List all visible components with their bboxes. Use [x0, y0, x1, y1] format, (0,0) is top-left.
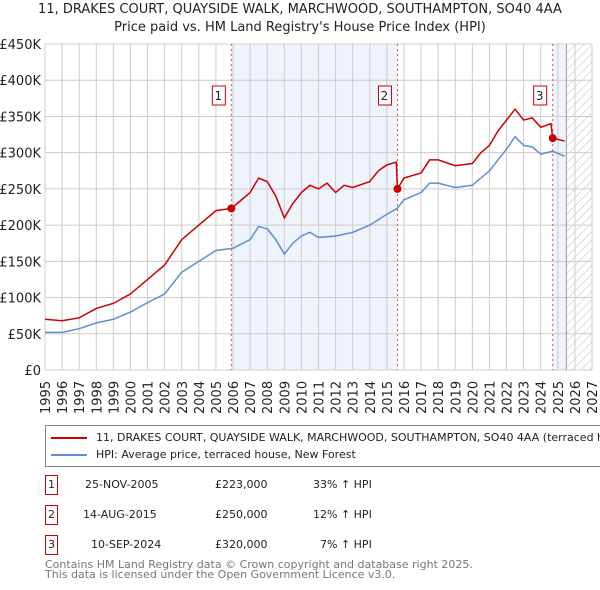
legend-item-property: 11, DRAKES COURT, QUAYSIDE WALK, MARCHWO…	[51, 431, 600, 444]
sale-hpi-diff: 7% ↑ HPI	[320, 538, 372, 551]
legend: 11, DRAKES COURT, QUAYSIDE WALK, MARCHWO…	[45, 425, 600, 467]
sale-label-box	[533, 85, 548, 106]
x-tick-label: 2014	[364, 381, 379, 414]
x-tick-label: 2016	[398, 381, 413, 414]
x-tick-label: 2011	[313, 381, 328, 414]
sale-hpi-diff: 12% ↑ HPI	[313, 508, 372, 521]
y-tick-label: £50K	[8, 328, 42, 343]
x-tick-label: 1995	[39, 381, 54, 414]
x-tick-label: 1999	[107, 381, 122, 414]
sale-point	[548, 134, 557, 143]
y-tick-label: £0	[24, 364, 41, 379]
x-tick-label: 2017	[415, 381, 430, 414]
legend-label: HPI: Average price, terraced house, New …	[96, 448, 356, 461]
sale-number: 3	[45, 535, 58, 555]
x-tick-label: 1997	[73, 381, 88, 414]
x-tick-label: 2000	[124, 381, 139, 414]
x-tick-label: 1998	[90, 381, 105, 414]
property-price-line	[44, 107, 565, 322]
legend-item-hpi: HPI: Average price, terraced house, New …	[51, 448, 356, 461]
x-tick-label: 2021	[483, 381, 498, 414]
sale-label: 2	[381, 89, 389, 103]
y-tick-label: £200K	[0, 219, 41, 234]
x-tick-label: 2023	[518, 381, 533, 414]
x-tick-label: 2003	[176, 381, 191, 414]
x-tick-label: 2006	[227, 381, 242, 414]
x-tick-label: 2001	[142, 381, 157, 414]
price-chart: £0 £50K £100K £150K £200K £250K £300K £350K £400…	[0, 38, 600, 414]
y-tick-label: £400K	[0, 74, 41, 89]
legend-label: 11, DRAKES COURT, QUAYSIDE WALK, MARCHWO…	[96, 431, 600, 444]
sale-label-box	[377, 85, 392, 106]
x-tick-label: 2024	[535, 381, 550, 414]
sale-date: 14-AUG-2015	[83, 508, 157, 521]
x-tick-label: 2002	[159, 381, 174, 414]
y-tick-label: £250K	[0, 183, 41, 198]
x-tick-label: 2007	[244, 381, 259, 414]
x-tick-label: 2026	[569, 381, 584, 414]
shaded-ownership-period	[552, 44, 567, 370]
sale-number: 2	[45, 505, 58, 525]
y-tick-label: £100K	[0, 292, 41, 307]
x-tick-label: 2022	[501, 381, 516, 414]
sale-label-box	[211, 85, 226, 106]
sale-hpi-diff: 33% ↑ HPI	[313, 478, 372, 491]
x-tick-label: 2025	[552, 381, 567, 414]
y-tick-label: £350K	[0, 110, 41, 125]
x-tick-label: 2019	[449, 381, 464, 414]
x-tick-label: 2015	[381, 381, 396, 414]
x-tick-label: 2004	[193, 381, 208, 414]
y-tick-label: £450K	[0, 38, 41, 53]
hpi-line	[45, 135, 565, 334]
sale-price: £250,000	[215, 508, 268, 521]
sale-date: 25-NOV-2005	[85, 478, 159, 491]
footer: Contains HM Land Registry data © Crown c…	[45, 558, 473, 581]
x-tick-label: 2027	[586, 381, 600, 414]
footer-line: This data is licensed under the Open Gov…	[45, 568, 396, 581]
x-tick-label: 2018	[432, 381, 447, 414]
forecast-hatch	[566, 44, 592, 370]
sale-label: 3	[536, 89, 544, 103]
footer-line: Contains HM Land Registry data © Crown c…	[45, 558, 473, 571]
x-tick-label: 2009	[278, 381, 293, 414]
shaded-ownership-period	[231, 44, 398, 370]
x-tick-label: 2010	[295, 381, 310, 414]
sale-label: 1	[215, 89, 223, 103]
sale-point	[393, 184, 402, 193]
legend-swatch-red	[51, 436, 87, 439]
x-tick-label: 2013	[347, 381, 362, 414]
x-tick-label: 2012	[330, 381, 345, 414]
sale-number: 1	[45, 475, 58, 495]
sale-date: 10-SEP-2024	[91, 538, 162, 551]
legend-swatch-blue	[51, 453, 87, 456]
chart-subtitle: Price paid vs. HM Land Registry's House …	[114, 20, 486, 35]
x-tick-label: 1996	[56, 381, 71, 414]
x-tick-label: 2008	[261, 381, 276, 414]
sale-price: £223,000	[215, 478, 268, 491]
sale-price: £320,000	[215, 538, 268, 551]
y-tick-label: £150K	[0, 255, 41, 270]
sale-point	[227, 204, 236, 213]
x-tick-label: 2020	[466, 381, 481, 414]
y-tick-label: £300K	[0, 147, 41, 162]
x-tick-label: 2005	[210, 381, 225, 414]
chart-title: 11, DRAKES COURT, QUAYSIDE WALK, MARCHWO…	[38, 2, 562, 17]
